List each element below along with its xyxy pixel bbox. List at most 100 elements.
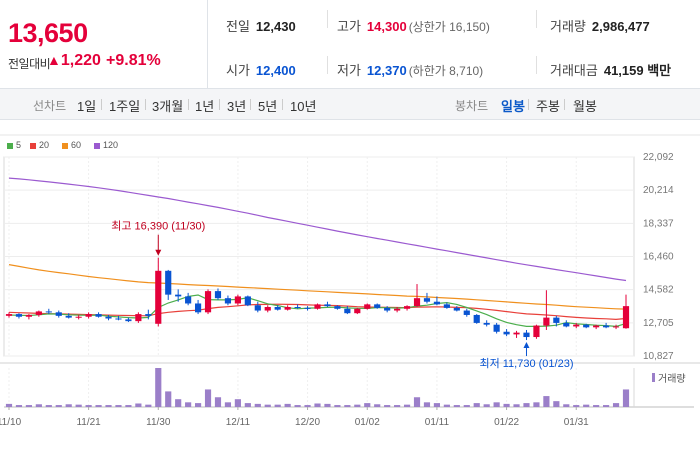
candle-body [593, 325, 600, 328]
candle-body [622, 306, 630, 329]
tab-divider [528, 99, 529, 110]
stat-value: 41,159 백만 [603, 63, 672, 78]
low-annotation: 최저 11,730 (01/23) [479, 357, 573, 370]
volume-bar [194, 403, 202, 407]
tab-daily[interactable]: 일봉 [501, 99, 525, 114]
candle-body [503, 331, 510, 335]
volume-bar [612, 403, 620, 407]
volume-bar [214, 397, 222, 407]
tab-1d[interactable]: 1일 [77, 99, 97, 114]
volume-bar [503, 403, 510, 407]
candle-body [413, 298, 421, 307]
candle-body [394, 308, 401, 311]
candle-body [384, 307, 391, 311]
candle-body [155, 270, 162, 324]
volume-bar [15, 405, 23, 407]
volume-bar [274, 404, 281, 407]
volume-bar [622, 389, 630, 407]
stat-open: 시가 12,400 [226, 60, 296, 79]
volume-bar [204, 389, 212, 407]
volume-bar [364, 403, 371, 407]
legend-swatch [94, 142, 100, 149]
stat-label: 거래량 [550, 19, 586, 34]
stat-upper-limit: (상한가 16,150) [408, 20, 490, 34]
y-tick-label: 22,092 [643, 152, 674, 163]
volume-bar [384, 405, 391, 407]
volume-bar [553, 401, 560, 407]
candle-body [264, 307, 271, 311]
x-tick-label: 01/02 [355, 417, 380, 428]
price-plot-frame [3, 156, 635, 357]
candle-body [573, 324, 580, 327]
tab-3m[interactable]: 3개월 [152, 99, 184, 114]
tab-monthly[interactable]: 월봉 [573, 99, 597, 114]
tab-1w[interactable]: 1주일 [109, 99, 141, 114]
volume-bar [85, 405, 92, 407]
volume-legend-swatch [652, 373, 655, 382]
candle-body [175, 294, 182, 297]
y-tick-label: 18,337 [643, 218, 674, 229]
ma5-line [8, 294, 627, 328]
high-annotation: 최고 16,390 (11/30) [111, 220, 205, 233]
volume-bar [155, 368, 162, 407]
candle-body [145, 314, 152, 316]
volume-bar [125, 405, 132, 407]
stat-label: 저가 [337, 63, 361, 78]
price-change-value: 1,220 [60, 52, 101, 69]
legend-ma120: 120 [94, 140, 118, 150]
candle-body [473, 314, 480, 323]
volume-bar [175, 399, 182, 407]
ma20-line [8, 303, 627, 321]
quote-header: 13,650 전일대비 ▲1,220 +9.81% 전일 12,430 고가 14,… [0, 0, 700, 89]
candle-body [65, 315, 72, 318]
legend-label: 5 [16, 140, 22, 150]
candle-body [25, 314, 32, 317]
volume-bar [573, 405, 580, 407]
candle-body [553, 317, 560, 323]
stat-value: 12,400 [255, 63, 296, 78]
stat-value: 2,986,477 [591, 19, 650, 34]
chart-period-tabs: 선차트 1일 1주일 3개월 1년 3년 5년 10년 봉차트 일봉 주봉 월봉 [0, 89, 700, 120]
volume-bar [244, 403, 251, 407]
tab-5y[interactable]: 5년 [258, 99, 278, 114]
low-arrow-head [523, 342, 530, 349]
stat-label: 시가 [226, 63, 250, 78]
divider [536, 56, 537, 74]
tab-weekly[interactable]: 주봉 [536, 99, 560, 114]
tab-10y[interactable]: 10년 [290, 99, 317, 114]
legend-ma5: 5 [7, 140, 21, 150]
stat-label: 전일 [226, 19, 250, 34]
candle-body [165, 270, 172, 295]
candle-body [603, 325, 610, 328]
divider [327, 56, 328, 74]
candle-body [483, 322, 490, 325]
tab-divider [145, 99, 146, 110]
candle-body [15, 314, 23, 317]
stat-label: 고가 [337, 19, 361, 34]
volume-bar [483, 404, 490, 407]
candle-body [423, 298, 431, 302]
candle-body [105, 316, 112, 319]
volume-bar [234, 399, 241, 407]
candle-body [194, 303, 202, 313]
x-tick-label: 11/30 [146, 417, 171, 428]
candle-body [493, 324, 500, 332]
y-tick-label: 10,827 [643, 351, 674, 362]
volume-bar [284, 403, 291, 407]
candle-body [344, 308, 351, 314]
tab-3y[interactable]: 3년 [227, 99, 247, 114]
candle-body [214, 291, 222, 299]
stat-value: 12,430 [255, 19, 296, 34]
stat-amount: 거래대금 41,159 백만 [550, 60, 671, 79]
volume-bar [563, 404, 570, 407]
candle-body [85, 314, 92, 317]
price-change: ▲1,220 [47, 52, 101, 70]
tab-1y[interactable]: 1년 [195, 99, 215, 114]
candle-body [125, 319, 132, 322]
candle-body [294, 307, 301, 309]
candle-body [563, 322, 570, 327]
candle-body [115, 318, 122, 320]
candle-body [523, 332, 530, 338]
tab-divider [188, 99, 189, 110]
legend-swatch [62, 142, 68, 149]
